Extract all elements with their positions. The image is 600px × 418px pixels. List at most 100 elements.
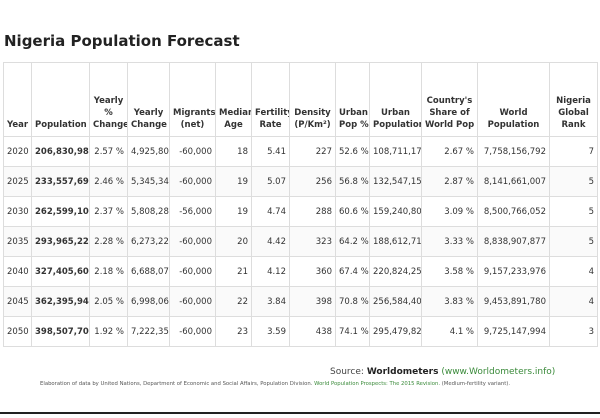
column-header: Year [3,62,32,137]
table-cell: 4.1 % [421,316,478,347]
header-line: Urban [339,108,368,118]
table-cell: 67.4 % [335,256,370,287]
footnote-text: Elaboration of data by United Nations, D… [40,381,313,387]
footnote: Elaboration of data by United Nations, D… [40,381,580,387]
header-line: Age [224,120,243,130]
table-cell: 5.41 [251,136,290,167]
table-cell: 9,453,891,780 [477,286,550,317]
table-cell: 256 [289,166,336,197]
table-cell: 2.37 % [89,196,128,227]
table-cell: 7,222,353 [127,316,170,347]
table-cell: 52.6 % [335,136,370,167]
table-cell: 2.67 % [421,136,478,167]
table-cell: 5.07 [251,166,290,197]
source: Source: Worldometers (www.Worldometers.i… [330,367,555,377]
column-header: Urban Population [369,62,422,137]
table-cell: 8,500,766,052 [477,196,550,227]
column-header: Yearly Change [127,62,170,137]
table-cell: 2035 [3,226,32,257]
column-header: Nigeria Global Rank [549,62,598,137]
table-cell: 2.87 % [421,166,478,197]
header-line: Nigeria [556,96,591,106]
column-header: Population [31,62,90,137]
header-line: Population [35,120,87,130]
column-header: Country's Share of World Pop [421,62,478,137]
table-cell: 3 [549,316,598,347]
table-cell: 4.12 [251,256,290,287]
table-cell: 5 [549,196,598,227]
header-line: Fertility [255,108,290,118]
header-line: Change [131,120,167,130]
table-cell: 6,273,224 [127,226,170,257]
header-line: Rank [561,120,586,130]
header-line: Urban [381,108,410,118]
source-label: Source: [330,367,364,377]
table-cell: 108,711,170 [369,136,422,167]
header-line: World Pop [425,120,475,130]
table-cell: 3.09 % [421,196,478,227]
table-cell: 188,612,714 [369,226,422,257]
column-header: Migrants (net) [169,62,216,137]
table-cell: 4 [549,256,598,287]
table-cell: 21 [215,256,252,287]
table-cell: 256,584,400 [369,286,422,317]
table-cell: 3.84 [251,286,290,317]
table-cell: 5,345,342 [127,166,170,197]
table-cell: 2045 [3,286,32,317]
column-header: Median Age [215,62,252,137]
table-cell: 20 [215,226,252,257]
table-cell: 19 [215,196,252,227]
table-cell: 19 [215,166,252,197]
table-cell: 2025 [3,166,32,197]
header-line: Global [558,108,589,118]
table-cell: 398 [289,286,336,317]
table-cell: 3.33 % [421,226,478,257]
column-header: Yearly% Change [89,62,128,137]
header-line: Change [93,120,128,130]
footnote-link[interactable]: World Population Prospects: The 2015 Rev… [314,381,441,387]
column-header: World Population [477,62,550,137]
header-line: World [499,108,528,118]
table-cell: 293,965,225 [31,226,90,257]
table-cell: 2.57 % [89,136,128,167]
forecast-table: Year Population Yearly% Change Yearly Change M… [3,62,598,347]
table-cell: -60,000 [169,256,216,287]
table-cell: -60,000 [169,286,216,317]
column-header: Urban Pop % [335,62,370,137]
source-name: Worldometers [366,367,439,377]
header-line: Share of [429,108,470,118]
header-line: Population [373,120,422,130]
table-cell: 132,547,150 [369,166,422,197]
table-cell: -60,000 [169,316,216,347]
table-cell: 2.05 % [89,286,128,317]
footnote-text: (Medium-fertility variant). [441,381,511,387]
table-cell: 18 [215,136,252,167]
table-cell: 323 [289,226,336,257]
table-cell: 64.2 % [335,226,370,257]
header-line: Yearly [133,108,164,118]
table-cell: 362,395,941 [31,286,90,317]
table-cell: 288 [289,196,336,227]
table-cell: 227 [289,136,336,167]
header-line: Country's [426,96,473,106]
table-cell: 2020 [3,136,32,167]
table-cell: 2040 [3,256,32,287]
header-line: Density [294,108,331,118]
table-cell: 5 [549,226,598,257]
table-cell: 23 [215,316,252,347]
table-cell: 220,824,256 [369,256,422,287]
table-cell: 5,808,283 [127,196,170,227]
source-url[interactable]: (www.Worldometers.info) [441,367,556,377]
table-cell: 262,599,107 [31,196,90,227]
table-cell: 3.58 % [421,256,478,287]
table-cell: 4.74 [251,196,290,227]
table-cell: 7 [549,136,598,167]
title: Nigeria Population Forecast [4,32,240,50]
table-cell: 360 [289,256,336,287]
header-line: Median [219,108,252,118]
